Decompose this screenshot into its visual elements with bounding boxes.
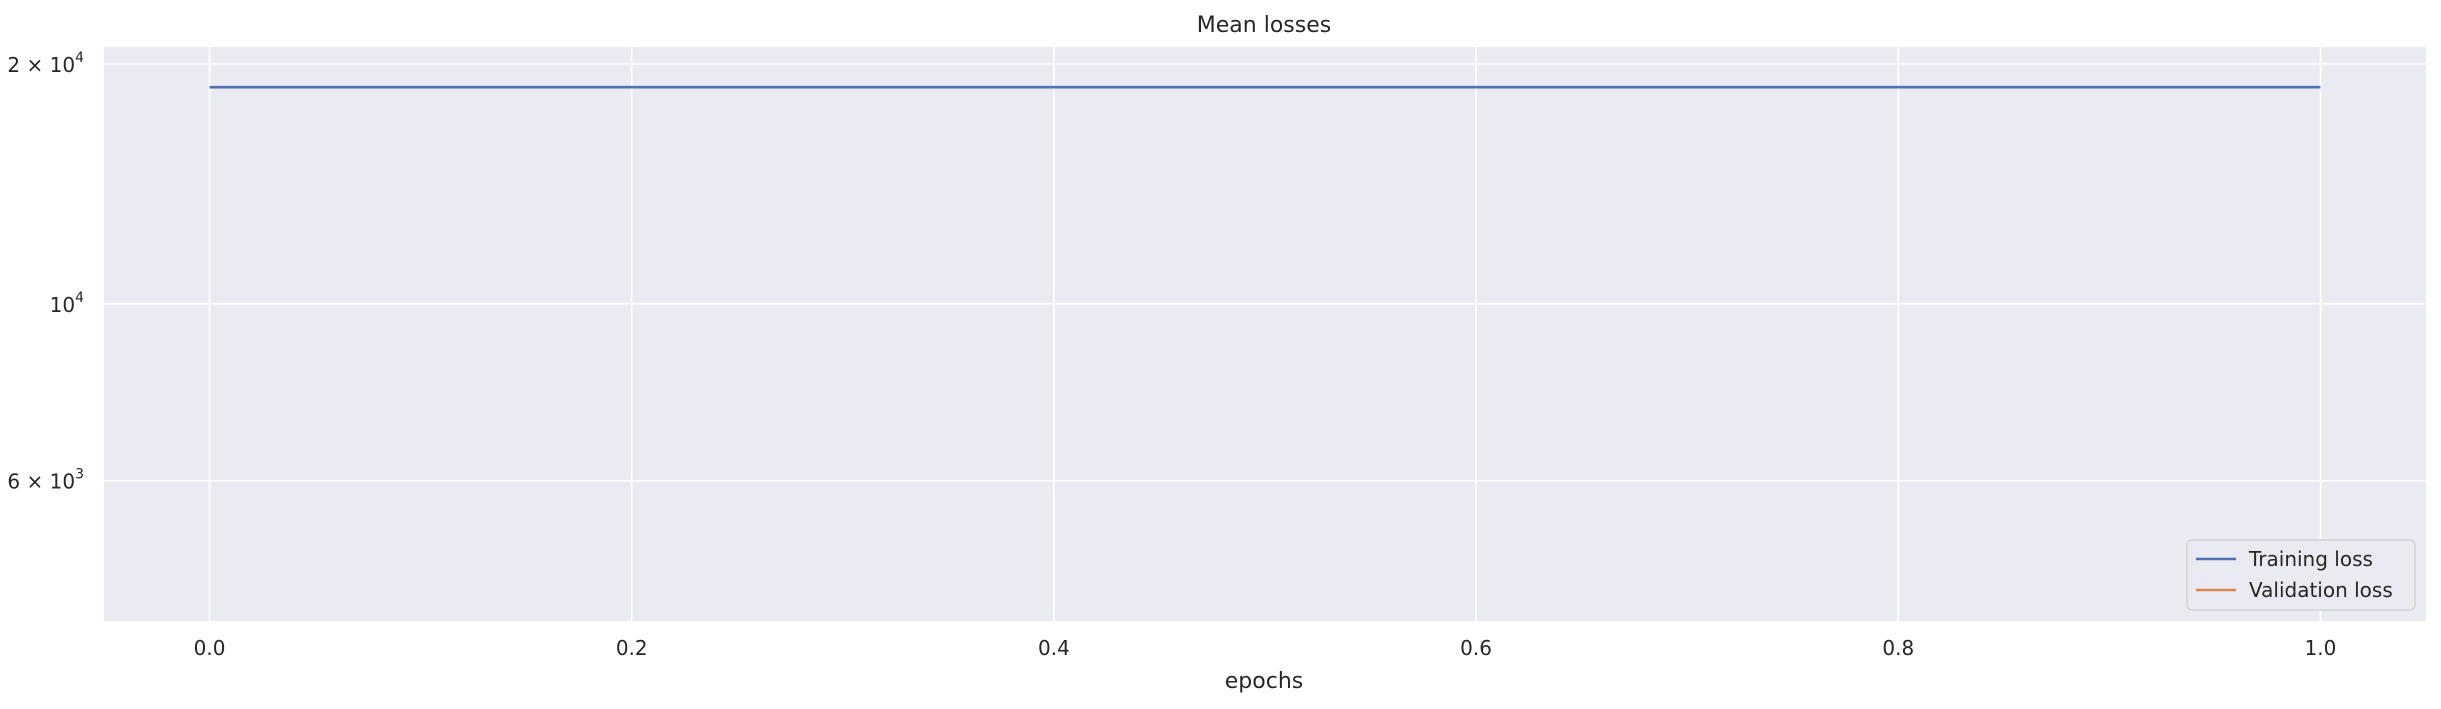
x-tick-labels: 0.0 0.2 0.4 0.6 0.8 1.0	[194, 636, 2337, 660]
x-tick-label: 0.2	[616, 636, 648, 660]
x-tick-label: 0.8	[1882, 636, 1914, 660]
y-tick-exponent: 4	[75, 290, 84, 306]
y-tick-label: 104	[50, 290, 84, 317]
x-tick-label: 0.4	[1038, 636, 1070, 660]
chart-title: Mean losses	[1197, 13, 1331, 38]
y-tick-exponent: 3	[75, 467, 84, 483]
legend-label: Validation loss	[2249, 578, 2393, 602]
y-tick-mantissa: 6 × 10	[7, 470, 75, 494]
x-axis-label: epochs	[1225, 669, 1303, 694]
y-tick-exponent: 4	[75, 50, 84, 66]
y-tick-label: 6 × 103	[7, 467, 84, 494]
x-tick-label: 0.6	[1460, 636, 1492, 660]
legend: Training loss Validation loss	[2186, 539, 2416, 611]
x-tick-label: 0.0	[194, 636, 226, 660]
legend-box	[2186, 539, 2416, 611]
y-tick-mantissa: 2 × 10	[7, 53, 75, 77]
legend-label: Training loss	[2248, 547, 2373, 571]
y-tick-mantissa: 10	[50, 293, 75, 317]
y-tick-label: 2 × 104	[7, 50, 84, 77]
x-tick-label: 1.0	[2305, 636, 2337, 660]
grid	[104, 47, 2426, 621]
plot-area	[104, 47, 2426, 621]
